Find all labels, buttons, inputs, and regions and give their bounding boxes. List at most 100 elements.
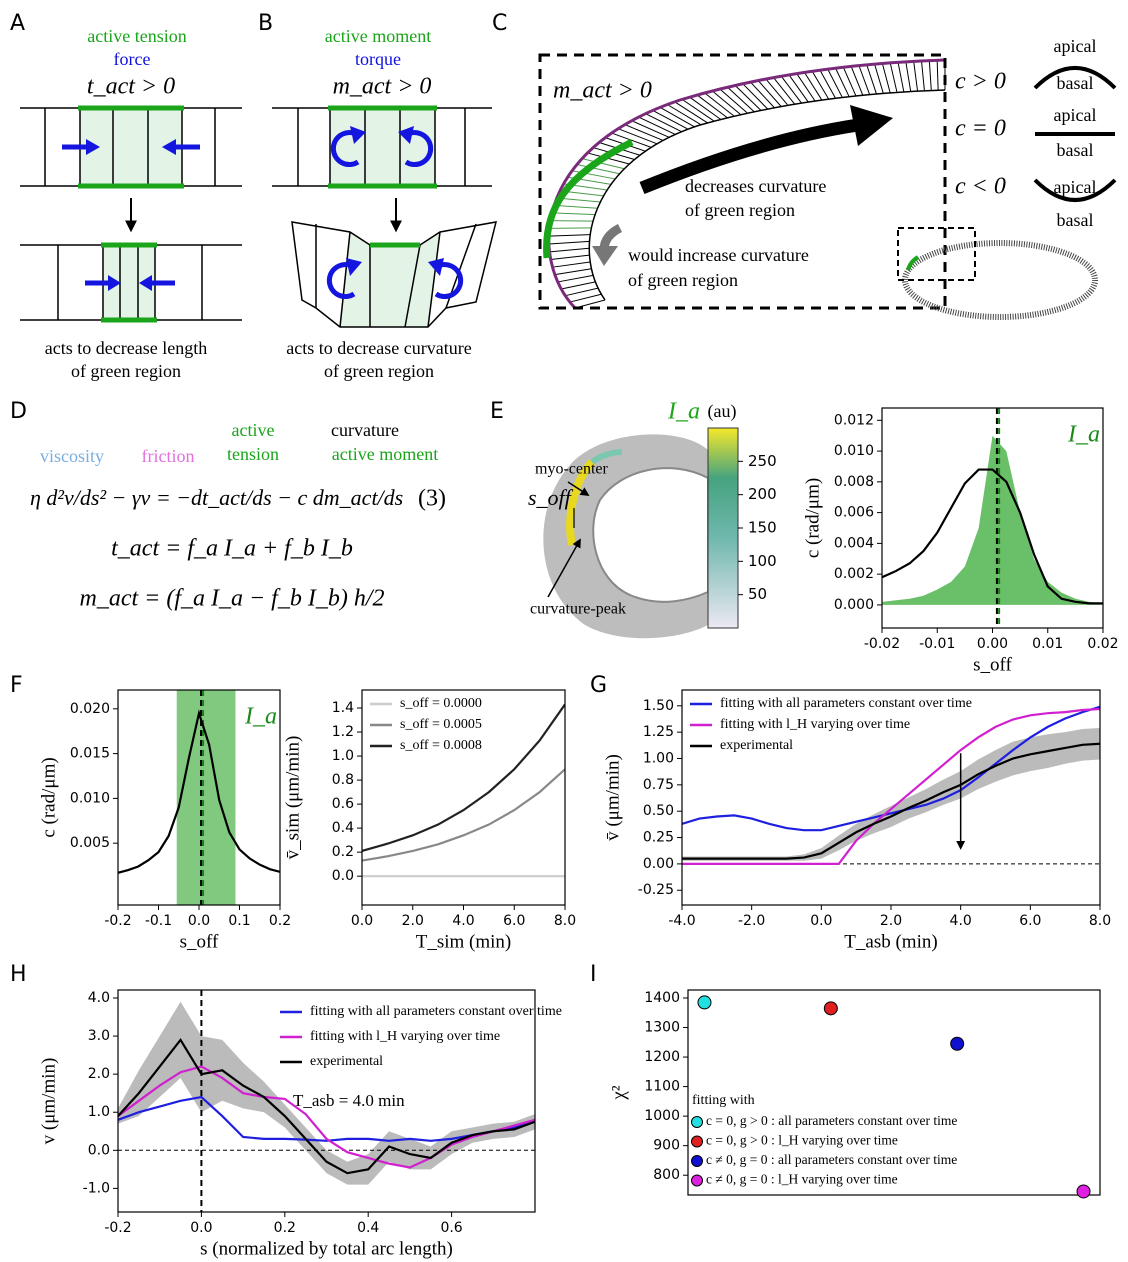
annotation: T_asb = 4.0 min bbox=[293, 1091, 405, 1110]
hatch bbox=[811, 71, 830, 100]
axes-frame bbox=[687, 989, 1101, 1196]
y-tick-label: 900 bbox=[653, 1138, 680, 1154]
hatch bbox=[750, 81, 775, 109]
x-tick-label: 0.0 bbox=[810, 913, 832, 929]
y-tick-label: 1.0 bbox=[88, 1104, 110, 1120]
y-tick-label: 0.0 bbox=[88, 1142, 110, 1158]
panel-letter: H bbox=[10, 962, 27, 987]
line bbox=[118, 1065, 535, 1169]
x-tick-label: 0.2 bbox=[269, 913, 291, 929]
x-tick-label: 0.01 bbox=[1032, 636, 1063, 652]
y-tick-label: 0.000 bbox=[834, 597, 874, 613]
y-tick-label: 1200 bbox=[644, 1049, 680, 1065]
hatch bbox=[681, 98, 715, 122]
hatch bbox=[611, 132, 652, 148]
y-tick-label: 3.0 bbox=[88, 1028, 110, 1044]
hatch bbox=[765, 78, 789, 106]
y-tick-label: 0.2 bbox=[332, 844, 354, 860]
hatch bbox=[550, 254, 590, 261]
equation: t_act = f_a I_a + f_b I_b bbox=[111, 536, 353, 562]
x-tick-label: 0.2 bbox=[274, 1220, 296, 1236]
chart: 0.0 0.2 0.4 0.6 0.8 1.0 1.2 1.4 0.0 2.0 4.0 6.0 8.0 T… bbox=[282, 689, 576, 952]
annotation: curvature-peak bbox=[530, 601, 626, 618]
y-tick-label: 0.015 bbox=[70, 746, 110, 762]
panel-letter: B bbox=[258, 11, 273, 36]
x-tick-label: 4.0 bbox=[452, 913, 474, 929]
x-tick-label: 4.0 bbox=[950, 913, 972, 929]
x-tick-label: -0.1 bbox=[145, 913, 172, 929]
y-tick-label: 0.020 bbox=[70, 701, 110, 717]
y-tick-label: 0.75 bbox=[643, 777, 674, 793]
hatch bbox=[928, 60, 932, 91]
hatch bbox=[881, 63, 891, 94]
hatch bbox=[712, 90, 742, 116]
term: friction bbox=[142, 446, 195, 466]
y-tick-label: 0.002 bbox=[834, 566, 874, 582]
side-label: basal bbox=[1057, 73, 1094, 93]
hatch bbox=[780, 75, 802, 104]
y-tick-label: -1.0 bbox=[83, 1180, 110, 1196]
error-band bbox=[682, 727, 1100, 861]
hatch bbox=[638, 116, 676, 135]
x-tick-label: 0.00 bbox=[977, 636, 1008, 652]
x-tick-label: 0.0 bbox=[351, 913, 373, 929]
legend-swatch bbox=[691, 1155, 703, 1167]
legend-label: c ≠ 0, g = 0 : l_H varying over time bbox=[706, 1172, 898, 1187]
plot-area bbox=[118, 990, 535, 1212]
hatch bbox=[631, 120, 670, 138]
line bbox=[362, 703, 565, 853]
y-axis-label: v (μm/min) bbox=[38, 1058, 59, 1145]
line bbox=[882, 468, 1103, 605]
side-label: basal bbox=[1057, 140, 1094, 160]
annotation: decreases curvature bbox=[685, 176, 826, 196]
legend-label: experimental bbox=[310, 1054, 383, 1069]
panel-letter: A bbox=[10, 11, 25, 36]
hatch bbox=[551, 212, 596, 216]
legend-label: c = 0, g > 0 : l_H varying over time bbox=[706, 1133, 898, 1148]
panel-b: active moment torque m_act > 0 acts to d… bbox=[272, 26, 498, 381]
side-label: apical bbox=[1054, 105, 1097, 125]
x-tick-label: 0.4 bbox=[357, 1220, 379, 1236]
caption: acts to decrease length bbox=[45, 338, 207, 358]
y-tick-label: 1.25 bbox=[643, 724, 674, 740]
plot-area bbox=[682, 705, 1100, 865]
panel-d: viscosity friction active tension curvat… bbox=[30, 420, 446, 611]
hatch bbox=[827, 68, 843, 98]
term: active bbox=[232, 420, 275, 440]
colorbar-label: I_a bbox=[667, 399, 700, 425]
point bbox=[697, 995, 712, 1010]
axes-frame bbox=[117, 989, 536, 1213]
panel-letter: C bbox=[492, 11, 507, 36]
colorbar-unit: (au) bbox=[708, 401, 737, 422]
hatch bbox=[576, 164, 620, 175]
y-tick-label: -0.25 bbox=[638, 882, 674, 898]
line bbox=[682, 742, 1100, 860]
hatch bbox=[921, 60, 925, 91]
line bbox=[118, 1095, 535, 1142]
hatch bbox=[569, 293, 602, 303]
term: tension bbox=[227, 444, 279, 464]
y-tick-label: 0.005 bbox=[70, 835, 110, 851]
x-tick-label: 6.0 bbox=[1019, 913, 1041, 929]
line bbox=[118, 1037, 535, 1175]
term: active moment bbox=[332, 444, 438, 464]
colorbar-tick-label: 50 bbox=[748, 585, 767, 603]
equation: m_act = (f_a I_a − f_b I_b) h/2 bbox=[79, 586, 384, 612]
area bbox=[882, 435, 1103, 605]
term: curvature bbox=[331, 420, 399, 440]
y-tick-label: 0.004 bbox=[834, 535, 874, 551]
hatch bbox=[652, 109, 689, 130]
annotation: of green region bbox=[685, 200, 795, 220]
y-tick-label: 1000 bbox=[644, 1108, 680, 1124]
y-tick-label: 0.006 bbox=[834, 505, 874, 521]
hatch bbox=[561, 281, 596, 290]
subtitle: force bbox=[114, 49, 151, 69]
legend-label: experimental bbox=[720, 738, 793, 753]
hatch bbox=[549, 247, 590, 253]
hatch bbox=[554, 204, 598, 209]
chart: -0.25 0.00 0.25 0.50 0.75 1.00 1.25 1.50 -4.0 -2.… bbox=[602, 689, 1111, 952]
equation: η d²v/ds² − γv = −dt_act/ds − c dm_act/d… bbox=[30, 485, 403, 510]
caption: of green region bbox=[324, 361, 434, 381]
panel-a: active tension force t_act > 0 acts to d… bbox=[20, 26, 242, 381]
